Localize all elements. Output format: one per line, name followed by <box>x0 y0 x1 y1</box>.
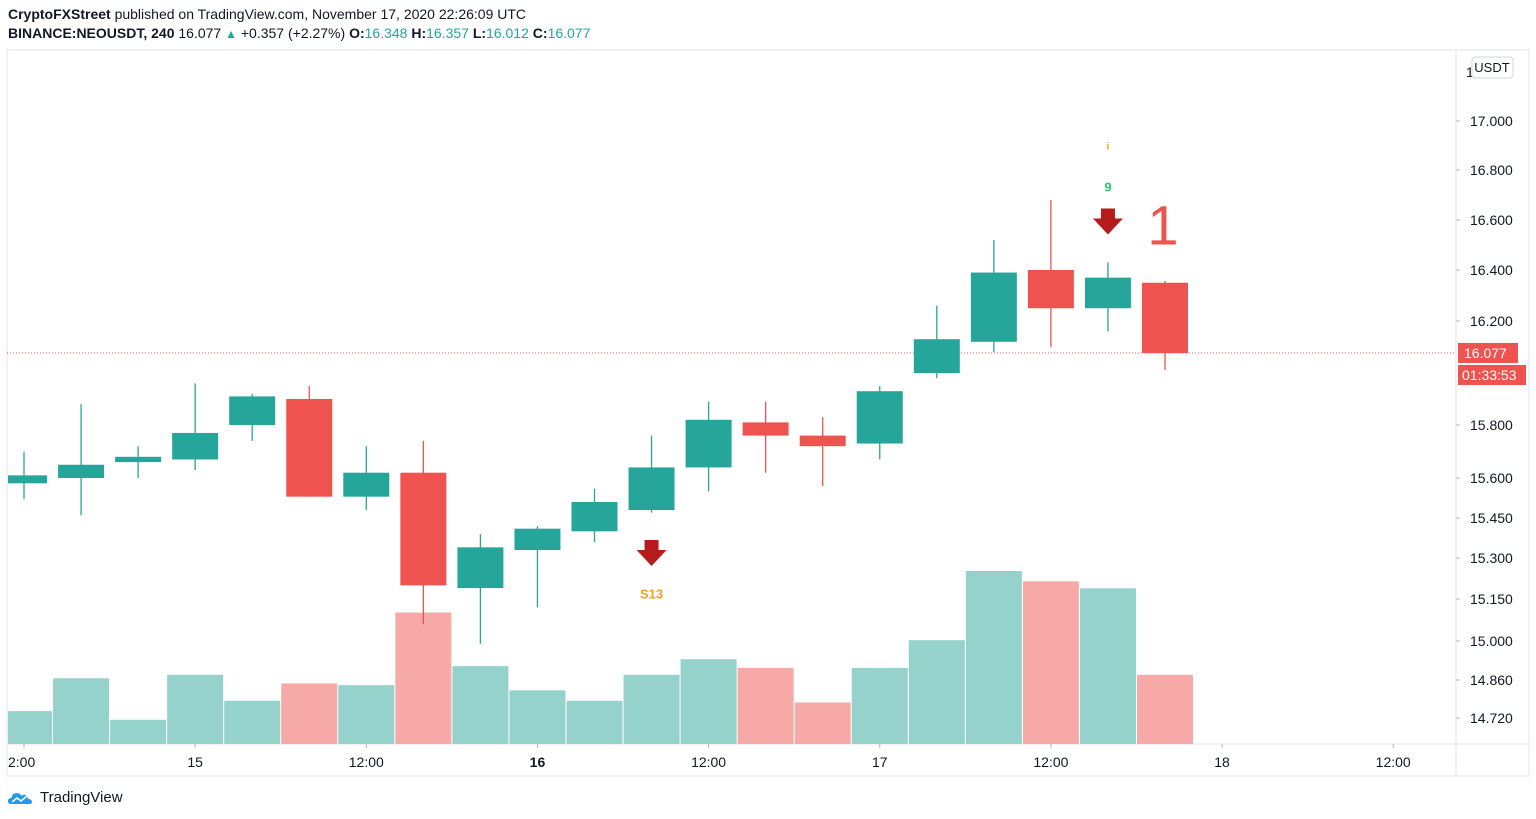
published-text: published on TradingView.com, November 1… <box>114 6 527 22</box>
sell-arrow-icon <box>1092 208 1123 235</box>
last-price: 16.077 <box>178 25 222 41</box>
symbol-label: BINANCE:NEOUSDT, 240 <box>8 25 175 41</box>
volume-bar <box>851 667 908 744</box>
low-value: 16.012 <box>486 25 529 41</box>
volume-bar <box>1022 581 1079 744</box>
volume-bar <box>680 659 737 744</box>
count-label: 9 <box>1104 180 1111 195</box>
candle[interactable] <box>742 422 789 436</box>
candle[interactable] <box>8 475 47 484</box>
close-value: 16.077 <box>547 25 591 41</box>
x-tick-label: 15 <box>187 754 203 770</box>
tradingview-brand: TradingView <box>40 789 123 806</box>
volume-bar <box>1079 588 1136 744</box>
candle[interactable] <box>343 472 390 497</box>
price-change: +0.357 (+2.27%) <box>240 25 346 41</box>
y-tick-label: 16.400 <box>1470 262 1513 278</box>
candle[interactable] <box>457 547 504 589</box>
volume-bar <box>8 711 52 744</box>
y-tick-label: 16.600 <box>1470 212 1513 228</box>
candle[interactable] <box>1027 270 1074 309</box>
volume-bar <box>224 700 281 744</box>
x-tick-label: 16 <box>530 754 546 770</box>
x-tick-label: 12:00 <box>1033 754 1068 770</box>
volume-bar <box>110 719 167 744</box>
x-tick-label: 12:00 <box>1376 754 1411 770</box>
high-label: H: <box>411 25 427 41</box>
high-value: 16.357 <box>426 25 469 41</box>
y-tick-label: 15.150 <box>1470 591 1513 607</box>
y-tick-label: 15.300 <box>1470 550 1513 566</box>
tradingview-footer[interactable]: TradingView <box>8 789 123 806</box>
y-tick-label: 17.000 <box>1470 113 1513 129</box>
volume-bar <box>167 674 224 744</box>
y-tick-label: 14.720 <box>1470 710 1513 726</box>
y-tick-label: 15.800 <box>1470 417 1513 433</box>
volume-bar <box>53 678 110 744</box>
candle[interactable] <box>514 528 561 550</box>
volume-bar <box>794 702 851 744</box>
volume-bar <box>908 640 965 744</box>
x-tick-label: 12:00 <box>349 754 384 770</box>
volume-bar <box>395 612 452 744</box>
up-triangle-icon: ▲ <box>225 27 237 41</box>
candle[interactable] <box>970 272 1017 342</box>
candle[interactable] <box>172 432 219 460</box>
countdown-tag <box>1458 364 1526 385</box>
tradingview-logo-icon <box>8 792 32 804</box>
countdown-label: 01:33:53 <box>1462 367 1517 383</box>
volume-bar <box>509 690 566 744</box>
annotation-number: 1 <box>1147 194 1178 257</box>
open-value: 16.348 <box>364 25 408 41</box>
y-tick-label: 14.860 <box>1470 672 1513 688</box>
x-tick-label: 18 <box>1214 754 1230 770</box>
candle[interactable] <box>856 391 903 444</box>
candle[interactable] <box>115 456 162 463</box>
volume-bar <box>281 683 338 744</box>
info-label: i <box>1107 142 1110 153</box>
currency-label: USDT <box>1474 60 1509 75</box>
price-tag-label: 16.077 <box>1464 345 1507 361</box>
setup-label: S13 <box>640 587 663 602</box>
y-tick-label: 1 <box>1466 64 1474 80</box>
volume-bar <box>338 685 395 744</box>
candle[interactable] <box>628 467 675 510</box>
candle[interactable] <box>913 339 960 373</box>
close-label: C: <box>532 25 548 41</box>
sell-arrow-icon <box>636 540 667 566</box>
open-label: O: <box>349 25 365 41</box>
x-tick-label: 2:00 <box>8 754 35 770</box>
x-tick-label: 17 <box>872 754 888 770</box>
volume-bar <box>1137 674 1193 744</box>
volume-bar <box>737 667 794 744</box>
currency-badge[interactable] <box>1471 56 1514 79</box>
y-tick-label: 15.600 <box>1470 470 1513 486</box>
y-tick-label: 15.000 <box>1470 633 1513 649</box>
volume-bar <box>965 571 1022 744</box>
volume-bar <box>566 700 623 744</box>
candle[interactable] <box>58 464 105 478</box>
candle[interactable] <box>1142 282 1188 353</box>
volume-bar <box>452 666 509 744</box>
low-label: L: <box>472 25 487 41</box>
y-tick-label: 16.800 <box>1470 162 1513 178</box>
candle[interactable] <box>685 419 732 468</box>
author-name[interactable]: CryptoFXStreet <box>8 6 111 22</box>
candle[interactable] <box>286 399 333 497</box>
chart-frame <box>6 49 1530 777</box>
y-tick-label: 15.450 <box>1470 510 1513 526</box>
x-tick-label: 12:00 <box>691 754 726 770</box>
candle[interactable] <box>571 502 618 532</box>
candle[interactable] <box>400 472 447 586</box>
candle[interactable] <box>229 396 276 425</box>
candle[interactable] <box>799 435 846 447</box>
price-tag <box>1458 342 1518 363</box>
volume-bar <box>623 674 680 744</box>
ohlc-legend: BINANCE:NEOUSDT, 240 16.077 ▲ +0.357 (+2… <box>8 25 590 41</box>
y-tick-label: 16.200 <box>1470 313 1513 329</box>
candle[interactable] <box>1084 277 1131 309</box>
chart-title: CryptoFXStreet published on TradingView.… <box>8 6 526 22</box>
